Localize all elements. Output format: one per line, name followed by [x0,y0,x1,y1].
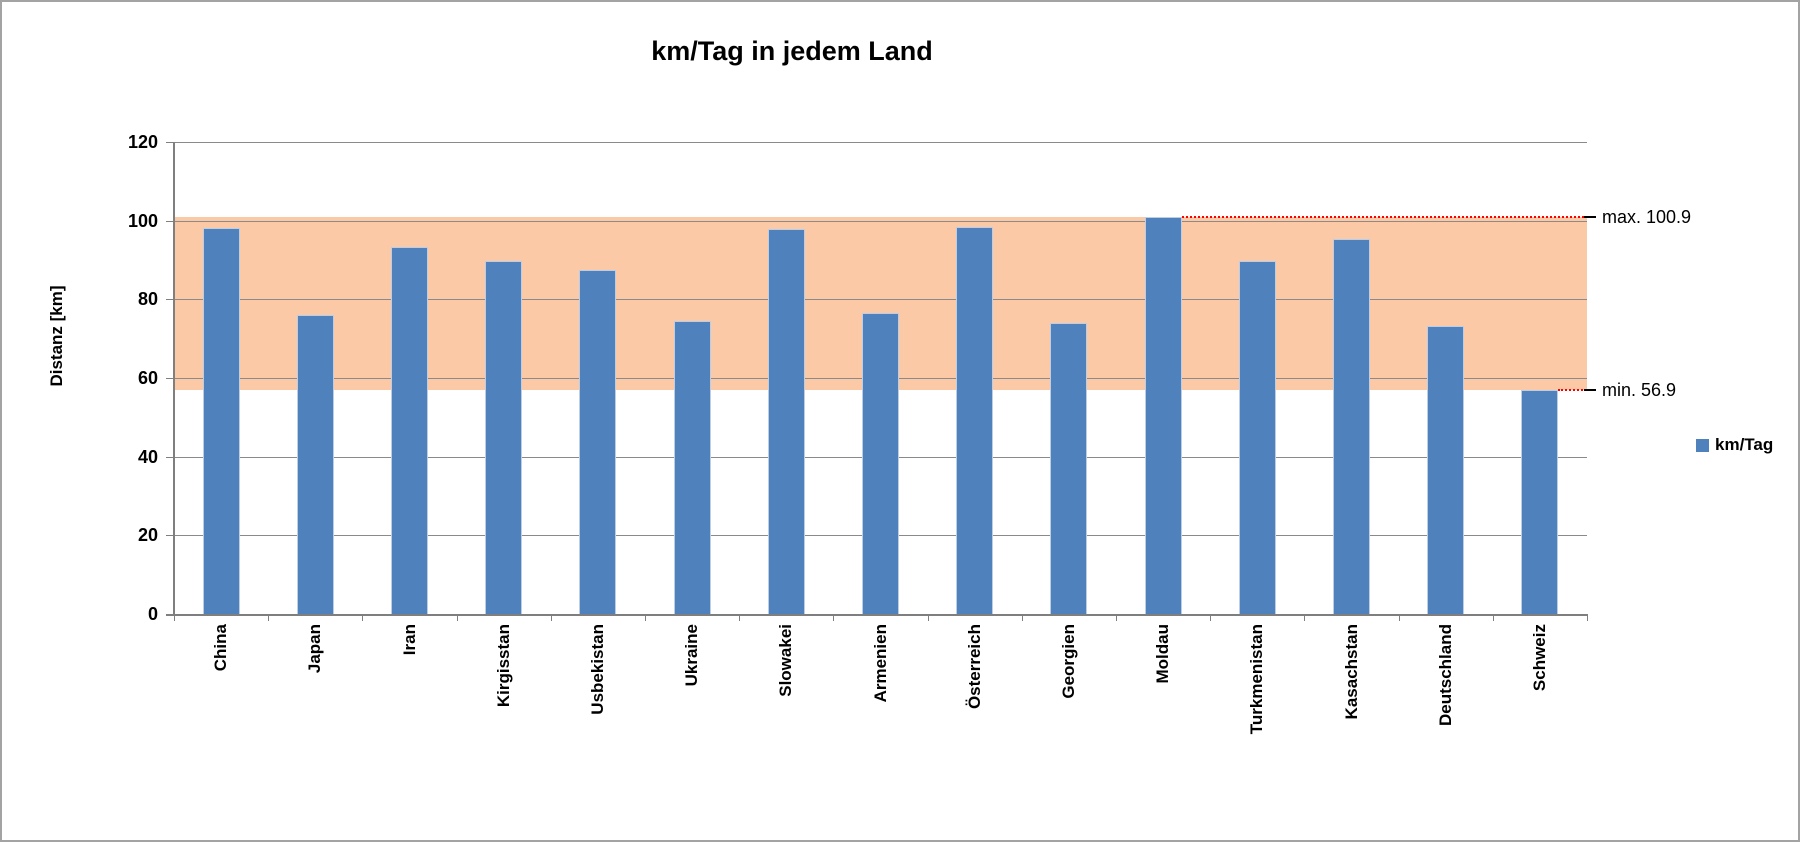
legend-swatch-icon [1696,438,1709,452]
x-axis-label-osterreich: Österreich [964,624,984,710]
x-axis-line [166,614,1587,616]
y-tick-label: 100 [127,210,158,231]
bar-kasachstan [1333,239,1370,614]
x-tick [1587,614,1588,621]
x-axis-label-schweiz: Schweiz [1529,624,1549,692]
x-tick [1492,614,1494,621]
chart-title: km/Tag in jedem Land [651,36,933,66]
bar-ukraine [673,320,711,614]
y-tick [166,142,173,143]
y-tick-label: 0 [147,604,158,624]
x-axis-label-china: China [211,624,231,672]
x-axis-label-iran: Iran [399,624,419,656]
bar-china [202,228,240,614]
y-tick-label: 40 [137,446,158,467]
x-tick [1304,614,1306,621]
y-axis-title: Distanz [km] [47,285,66,387]
x-tick [1021,614,1023,621]
y-axis-line [173,142,175,614]
y-tick [166,220,173,222]
y-tick-label: 120 [127,132,158,152]
x-tick [1116,614,1117,621]
y-tick-label: 60 [137,368,158,388]
y-tick-label: 20 [137,525,158,546]
x-axis-label-slowakei: Slowakei [776,624,796,697]
x-axis-label-armenien: Armenien [870,624,890,703]
x-tick [1210,614,1212,621]
x-axis-label-japan: Japan [305,624,325,674]
y-tick [166,614,173,615]
x-tick [645,614,646,621]
min-annotation-line [1558,389,1587,392]
gridline-100 [174,220,1587,222]
y-tick [166,378,173,379]
gridline-120 [174,142,1587,143]
bar-japan [296,315,334,614]
gridline-80 [174,299,1587,301]
x-tick [456,614,458,621]
max-annotation-leader [1584,216,1596,219]
bar-slowakei [767,228,805,614]
bar-turkmenistan [1238,261,1276,614]
bar-schweiz [1521,390,1559,614]
x-axis-label-moldau: Moldau [1153,624,1173,684]
max-annotation-label: max. 100.9 [1602,207,1692,228]
bar-armenien [862,312,899,614]
min-annotation-leader [1584,389,1596,392]
max-annotation-line [1181,216,1584,219]
x-tick [268,614,270,621]
x-tick [362,614,364,621]
bar-iran [391,246,428,614]
bar-moldau [1144,217,1182,614]
legend-label: km/Tag [1715,435,1774,454]
legend: km/Tag [1696,435,1773,455]
bar-kirgisstan [485,261,523,614]
x-axis-label-kasachstan: Kasachstan [1341,624,1361,720]
x-axis-label-georgien: Georgien [1058,624,1078,699]
x-tick [550,614,552,621]
x-axis-label-turkmenistan: Turkmenistan [1247,624,1267,735]
x-axis-label-usbekistan: Usbekistan [587,624,607,715]
x-axis-label-kirgisstan: Kirgisstan [493,624,513,708]
y-tick [166,456,173,458]
x-tick [739,614,741,621]
x-tick [927,614,929,621]
x-tick [833,614,835,621]
bar-usbekistan [579,270,617,614]
y-tick [166,535,173,537]
bar-deutschland [1427,326,1465,614]
bar-osterreich [956,226,994,614]
bar-georgien [1050,322,1088,614]
x-axis-label-ukraine: Ukraine [682,624,702,687]
y-tick [166,299,173,301]
y-tick-label: 80 [137,289,158,310]
x-axis-label-deutschland: Deutschland [1435,624,1455,727]
x-tick [1398,614,1400,621]
min-annotation-label: min. 56.9 [1602,380,1677,401]
x-tick [174,614,175,621]
